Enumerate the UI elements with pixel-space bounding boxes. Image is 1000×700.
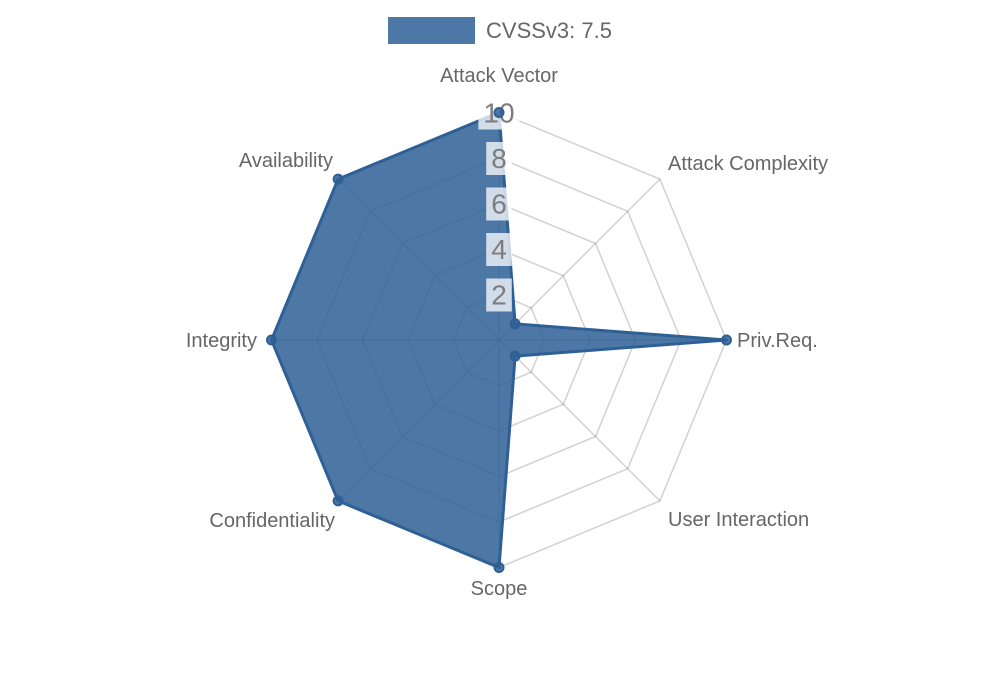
tick-label: 8 [491, 143, 507, 174]
axis-label-attack-complexity: Attack Complexity [668, 153, 828, 175]
series-point-priv-req[interactable] [721, 334, 732, 346]
series-point-integrity[interactable] [266, 334, 277, 346]
series-point-confidentiality[interactable] [332, 495, 344, 507]
axis-label-attack-vector: Attack Vector [440, 65, 558, 87]
axis-label-availability: Availability [239, 150, 333, 172]
series-point-attack-vector[interactable] [493, 107, 505, 118]
tick-backdrop [486, 187, 512, 221]
tick-backdrop [486, 142, 512, 175]
tick-backdrop [486, 278, 512, 312]
axis-label-integrity: Integrity [186, 330, 257, 352]
legend-label: CVSSv3: 7.5 [486, 17, 612, 43]
series-point-attack-complexity[interactable] [509, 318, 521, 330]
chart-legend-item[interactable]: CVSSv3: 7.5 [388, 17, 612, 44]
legend-swatch [388, 17, 476, 44]
axis-spoke [498, 339, 661, 502]
tick-label: 4 [491, 234, 507, 265]
tick-backdrop [486, 233, 512, 266]
axis-spoke [498, 178, 661, 341]
series-point-scope[interactable] [493, 562, 505, 573]
axis-label-confidentiality: Confidentiality [209, 510, 335, 532]
tick-label: 6 [491, 189, 507, 220]
axis-label-priv-req: Priv.Req. [737, 330, 818, 352]
axis-label-user-interaction: User Interaction [668, 509, 809, 531]
tick-label: 2 [491, 280, 507, 311]
series-point-user-interaction[interactable] [509, 350, 521, 362]
series-point-availability[interactable] [332, 173, 344, 185]
axis-label-scope: Scope [471, 578, 528, 600]
